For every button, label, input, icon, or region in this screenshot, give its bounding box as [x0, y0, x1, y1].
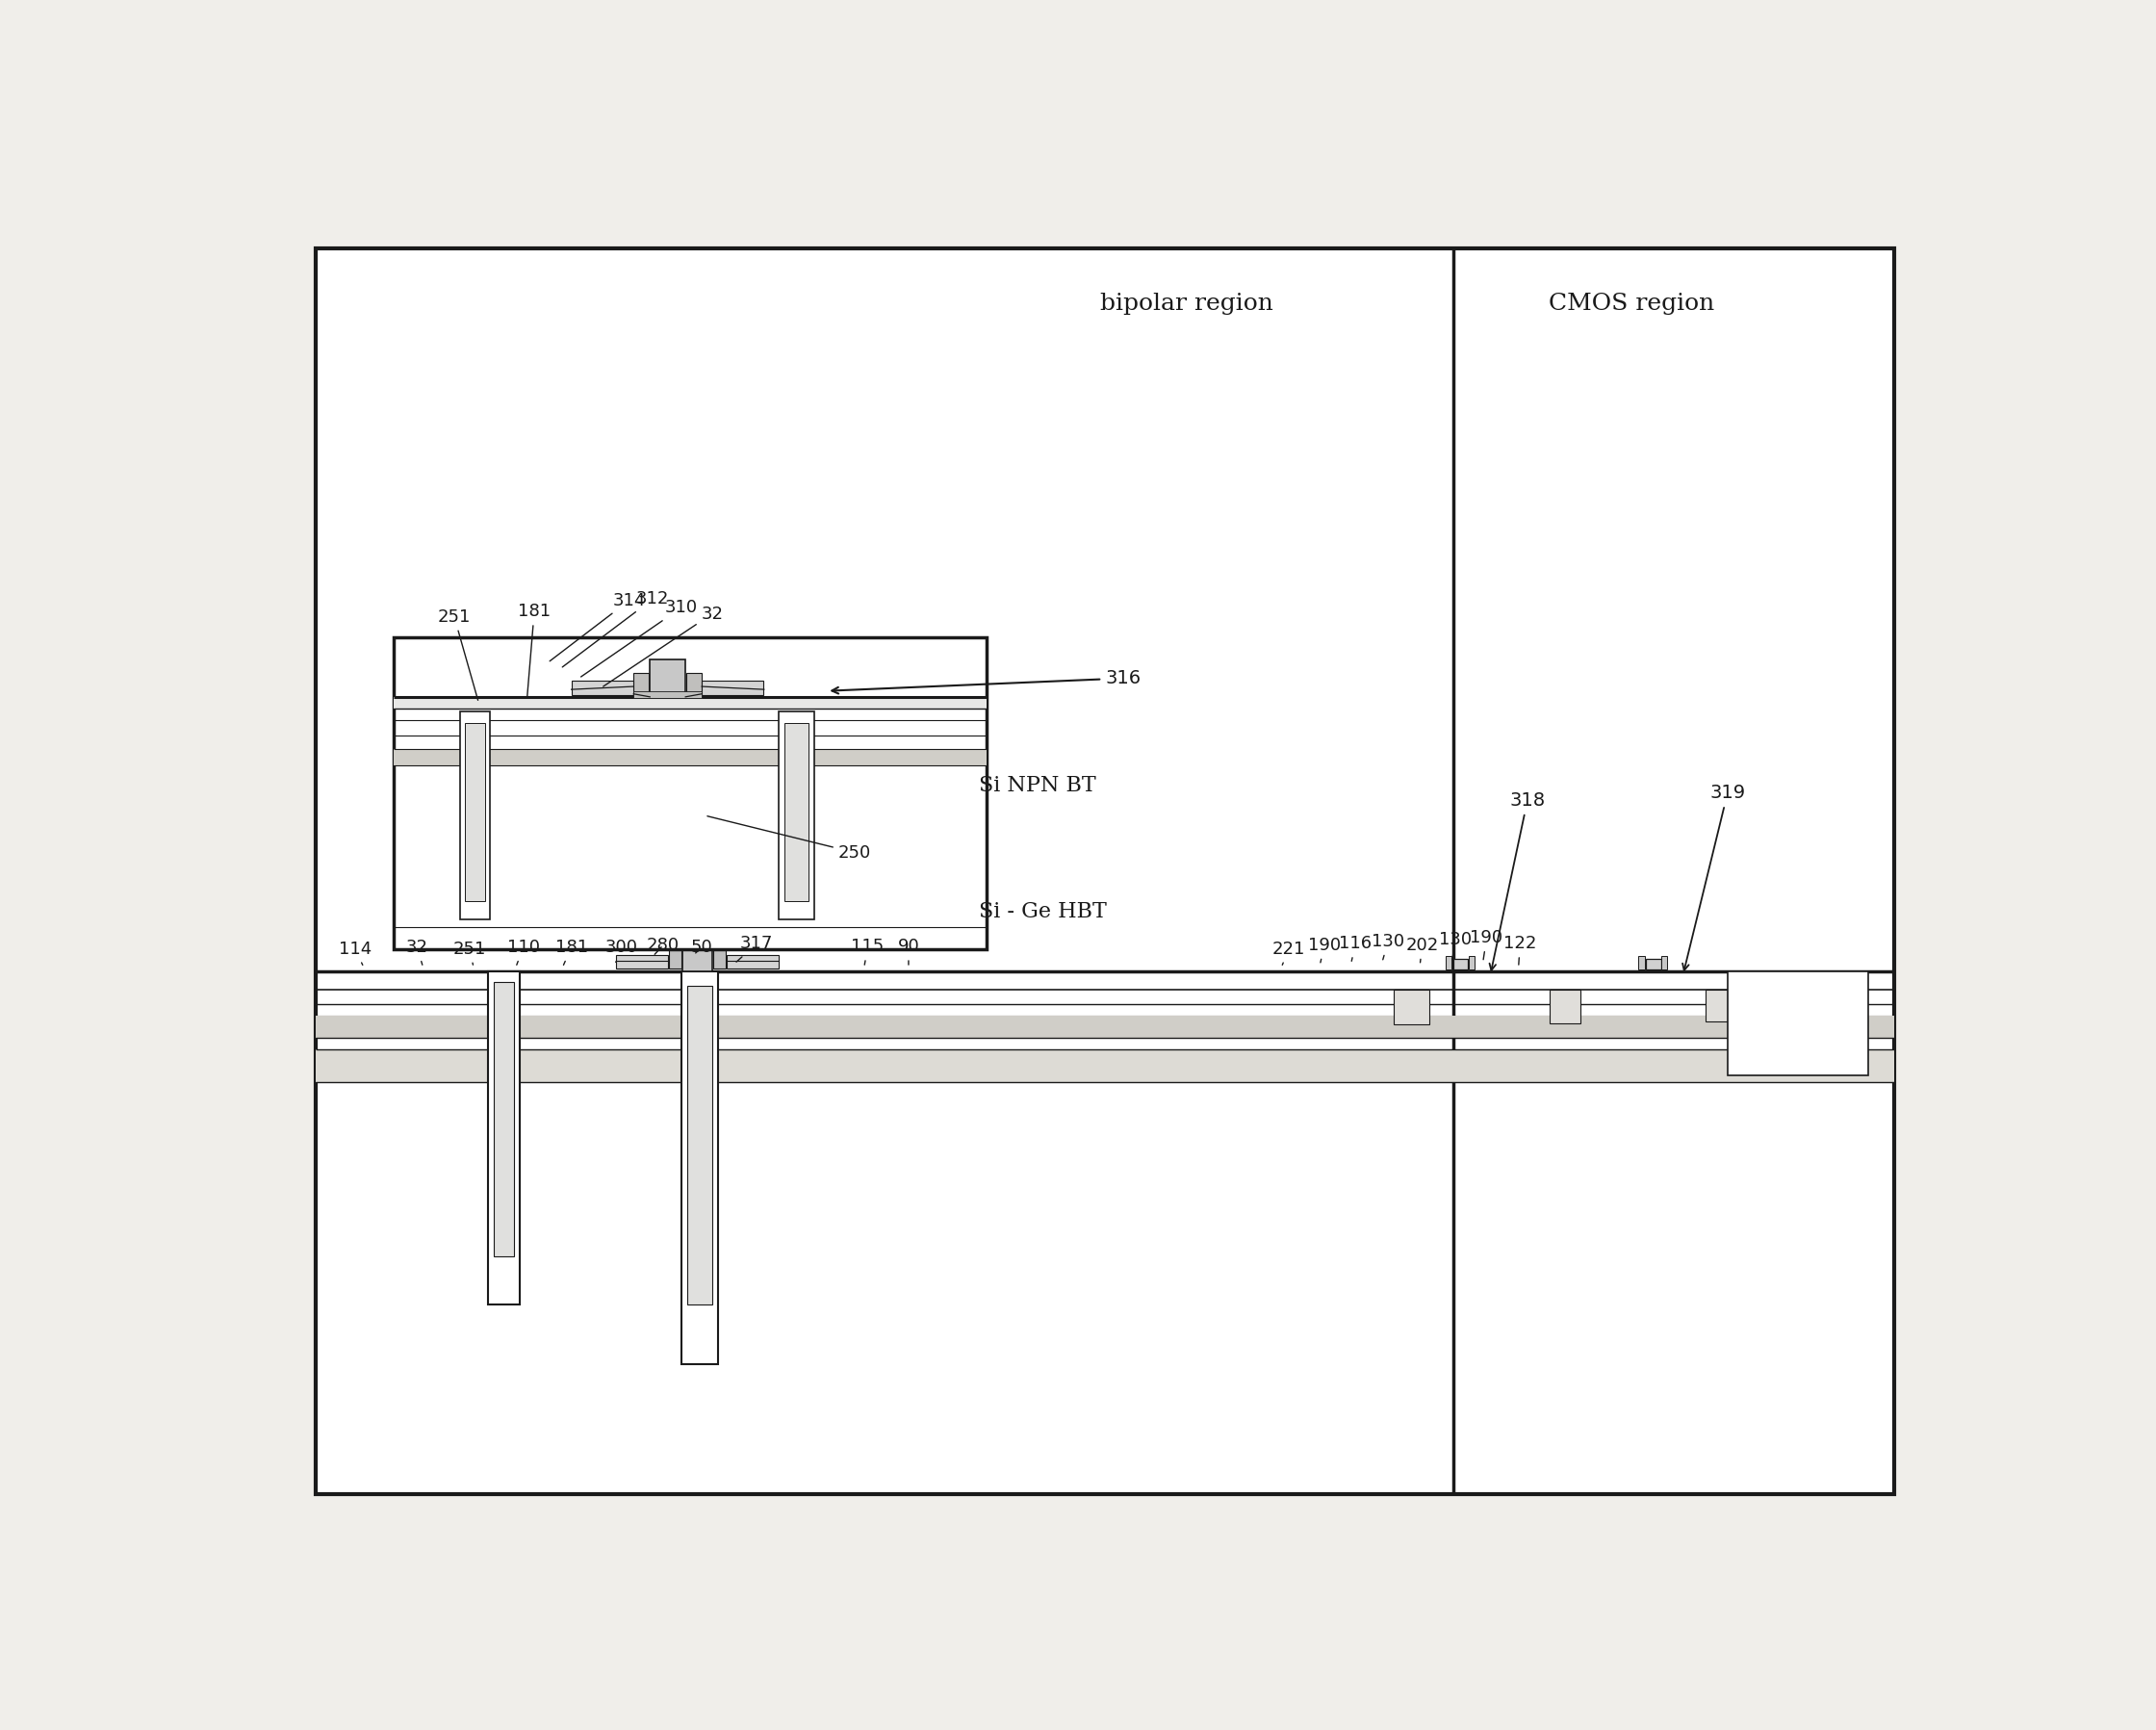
Bar — [315, 1048, 1895, 1083]
Bar — [459, 711, 489, 919]
Text: 300: 300 — [606, 939, 638, 962]
Bar — [1447, 957, 1451, 969]
Bar — [1453, 958, 1468, 969]
Text: 317: 317 — [737, 934, 774, 962]
Text: 190: 190 — [1309, 936, 1341, 962]
Text: 251: 251 — [453, 939, 487, 965]
Text: 280: 280 — [647, 936, 679, 955]
Bar — [649, 659, 686, 697]
Text: 115: 115 — [852, 938, 884, 965]
Text: 314: 314 — [550, 592, 645, 661]
Text: 110: 110 — [507, 939, 539, 965]
Text: 130: 130 — [1371, 932, 1404, 960]
Bar — [392, 697, 985, 709]
Bar — [701, 680, 763, 695]
Text: 50: 50 — [690, 939, 714, 957]
Text: CMOS region: CMOS region — [1548, 292, 1714, 315]
Text: 181: 181 — [554, 939, 589, 965]
Text: 316: 316 — [832, 670, 1141, 694]
Bar — [714, 945, 724, 969]
Bar — [1468, 957, 1475, 969]
Text: Si - Ge HBT: Si - Ge HBT — [979, 901, 1106, 922]
Bar — [1639, 957, 1645, 969]
Bar — [392, 749, 985, 765]
Text: 202: 202 — [1406, 936, 1438, 962]
Text: 312: 312 — [563, 590, 668, 668]
Bar — [727, 955, 778, 969]
Bar — [1705, 990, 1740, 1021]
Text: 116: 116 — [1339, 934, 1371, 962]
Bar — [1662, 957, 1667, 969]
Text: 319: 319 — [1682, 784, 1746, 971]
Text: 181: 181 — [517, 604, 550, 697]
Text: 318: 318 — [1490, 792, 1546, 971]
Text: 90: 90 — [897, 938, 918, 965]
Text: Si NPN BT: Si NPN BT — [979, 775, 1095, 796]
Bar — [487, 971, 520, 1304]
Bar — [494, 983, 515, 1256]
Text: 190: 190 — [1470, 929, 1503, 960]
Text: 221: 221 — [1272, 939, 1304, 965]
Bar — [1395, 990, 1429, 1024]
Bar — [668, 945, 681, 969]
Text: 114: 114 — [338, 939, 371, 965]
Bar — [315, 1016, 1895, 1038]
Bar — [1727, 971, 1869, 1074]
Text: 32: 32 — [604, 605, 722, 687]
Bar — [778, 711, 815, 919]
Text: 32: 32 — [405, 939, 429, 965]
Bar — [688, 986, 711, 1304]
Text: 122: 122 — [1503, 934, 1537, 965]
Bar — [1645, 958, 1660, 969]
Bar — [683, 931, 711, 971]
Bar — [634, 690, 703, 699]
Bar — [392, 638, 985, 948]
Text: 250: 250 — [707, 817, 871, 862]
Bar — [634, 673, 649, 695]
Bar — [681, 971, 718, 1363]
Bar — [785, 723, 808, 901]
Bar — [466, 723, 485, 901]
Text: 251: 251 — [438, 609, 479, 701]
Text: 310: 310 — [580, 599, 696, 676]
Bar — [617, 955, 668, 969]
Text: 130: 130 — [1438, 931, 1473, 960]
Text: bipolar region: bipolar region — [1100, 292, 1272, 315]
Bar — [686, 673, 703, 695]
Bar — [571, 680, 634, 695]
Bar — [1550, 990, 1580, 1022]
